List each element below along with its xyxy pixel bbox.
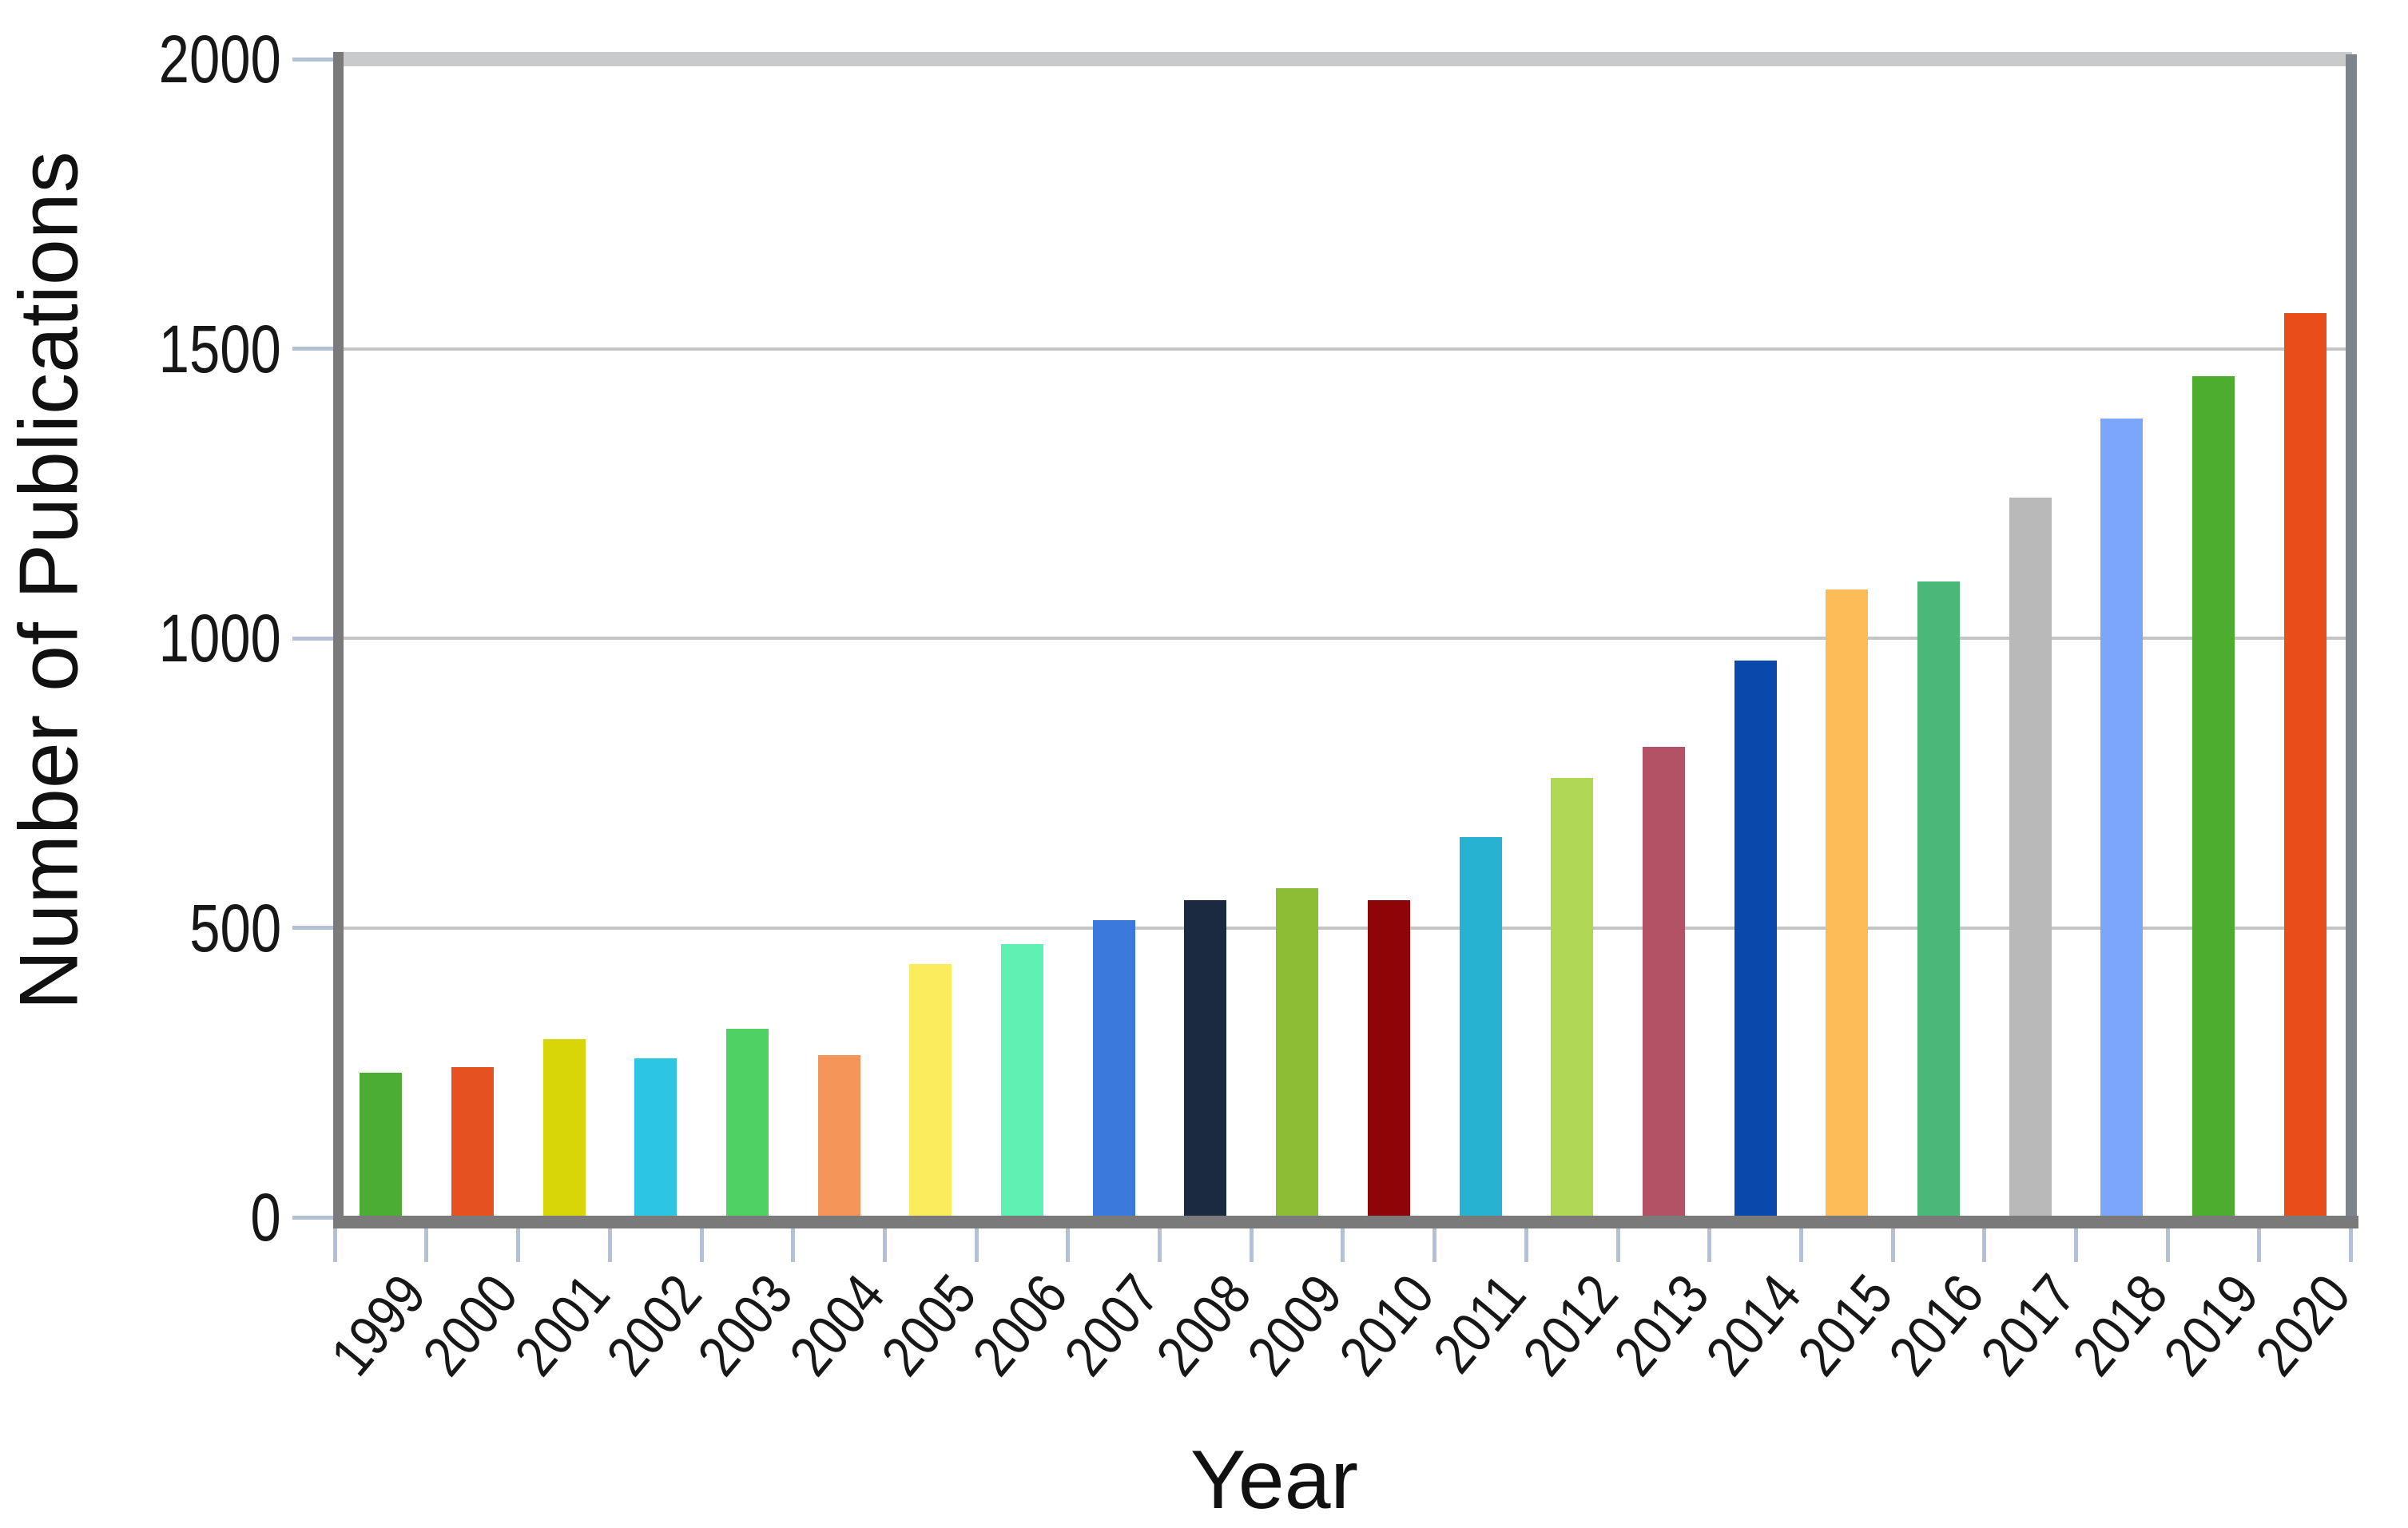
x-tick-label-2015: 2015: [1786, 1263, 1905, 1388]
x-tickmark: [1798, 1228, 1803, 1262]
x-tick-label-2003: 2003: [685, 1263, 805, 1388]
x-tick-label-2011: 2011: [1421, 1263, 1539, 1385]
x-tickmark: [1341, 1228, 1345, 1262]
x-tickmark: [791, 1228, 796, 1262]
x-tickmark: [1249, 1228, 1254, 1262]
x-tick-label-2014: 2014: [1694, 1263, 1814, 1388]
gridline-1500: [344, 347, 2346, 351]
bar-2002: [634, 1058, 677, 1216]
plot-top-border: [333, 52, 2352, 66]
bar-2000: [451, 1066, 494, 1216]
x-tick-label-2019: 2019: [2152, 1263, 2271, 1388]
y-tick-label-1000: 1000: [158, 601, 281, 676]
x-tickmark: [1890, 1228, 1895, 1262]
y-tick-label-500: 500: [189, 890, 281, 966]
x-tickmark: [1707, 1228, 1712, 1262]
x-tick-label-2017: 2017: [1969, 1263, 2088, 1388]
bar-2001: [542, 1038, 586, 1216]
y-tickmark-0: [292, 1215, 333, 1220]
bar-2012: [1551, 777, 1594, 1216]
y-tick-label-2000: 2000: [158, 22, 281, 97]
x-tick-label-2008: 2008: [1144, 1263, 1264, 1388]
x-tickmark: [699, 1228, 704, 1262]
x-tickmark: [882, 1228, 887, 1262]
bar-2014: [1734, 660, 1777, 1216]
bar-2007: [1092, 920, 1135, 1216]
x-tick-label-2007: 2007: [1052, 1263, 1172, 1388]
x-tick-label-2000: 2000: [411, 1263, 530, 1388]
x-tickmark: [2349, 1228, 2354, 1262]
bar-2017: [2009, 497, 2052, 1216]
x-tickmark: [607, 1228, 612, 1262]
x-tickmark: [516, 1228, 521, 1262]
x-tickmark: [424, 1228, 429, 1262]
x-tick-label-2009: 2009: [1236, 1263, 1355, 1388]
x-tickmark: [1432, 1228, 1437, 1262]
x-axis-line: [333, 1216, 2358, 1228]
x-tick-label-2018: 2018: [2060, 1263, 2180, 1388]
bar-2008: [1184, 899, 1227, 1216]
bar-2015: [1826, 589, 1869, 1216]
x-tickmark: [1066, 1228, 1071, 1262]
bar-2009: [1276, 888, 1319, 1216]
x-tickmark: [2257, 1228, 2262, 1262]
bar-2010: [1367, 899, 1410, 1216]
bar-2019: [2192, 375, 2235, 1216]
x-axis-title: Year: [1190, 1434, 1359, 1526]
x-tickmark: [1158, 1228, 1162, 1262]
bar-2011: [1459, 836, 1502, 1216]
x-tick-label-2002: 2002: [594, 1263, 713, 1388]
x-tickmark: [1524, 1228, 1528, 1262]
x-tickmark: [2165, 1228, 2170, 1262]
x-tick-label-2020: 2020: [2243, 1263, 2363, 1388]
bar-2003: [725, 1028, 769, 1216]
y-tick-label-0: 0: [250, 1180, 281, 1255]
x-tick-label-2012: 2012: [1511, 1263, 1630, 1388]
bar-2018: [2100, 419, 2144, 1216]
y-tickmark-1500: [292, 347, 333, 351]
x-tickmark: [1982, 1228, 1987, 1262]
y-tickmark-2000: [292, 57, 333, 62]
bar-2004: [817, 1055, 860, 1216]
x-tickmark: [1615, 1228, 1620, 1262]
x-tick-label-2005: 2005: [869, 1263, 989, 1388]
bar-2006: [1001, 943, 1043, 1216]
x-tickmark: [332, 1228, 337, 1262]
x-tickmark: [974, 1228, 979, 1262]
bar-2013: [1642, 746, 1685, 1216]
y-axis-line: [333, 52, 344, 1228]
x-tick-label-1999: 1999: [320, 1263, 439, 1388]
x-tick-label-2001: 2001: [503, 1263, 622, 1388]
bar-2016: [1917, 581, 1960, 1216]
bar-2020: [2283, 313, 2327, 1216]
x-tick-label-2016: 2016: [1877, 1263, 1997, 1388]
plot-right-border: [2346, 54, 2357, 1228]
x-tick-label-2010: 2010: [1327, 1263, 1447, 1388]
gridline-500: [344, 926, 2346, 930]
gridline-1000: [344, 637, 2346, 640]
bar-2005: [909, 964, 952, 1216]
x-tick-label-2013: 2013: [1602, 1263, 1722, 1388]
y-tickmark-500: [292, 926, 333, 930]
x-tick-label-2006: 2006: [960, 1263, 1080, 1388]
x-tick-label-2004: 2004: [777, 1263, 897, 1388]
y-tickmark-1000: [292, 636, 333, 641]
x-tickmark: [2074, 1228, 2078, 1262]
y-tick-label-1500: 1500: [158, 311, 281, 387]
bar-1999: [360, 1072, 403, 1216]
